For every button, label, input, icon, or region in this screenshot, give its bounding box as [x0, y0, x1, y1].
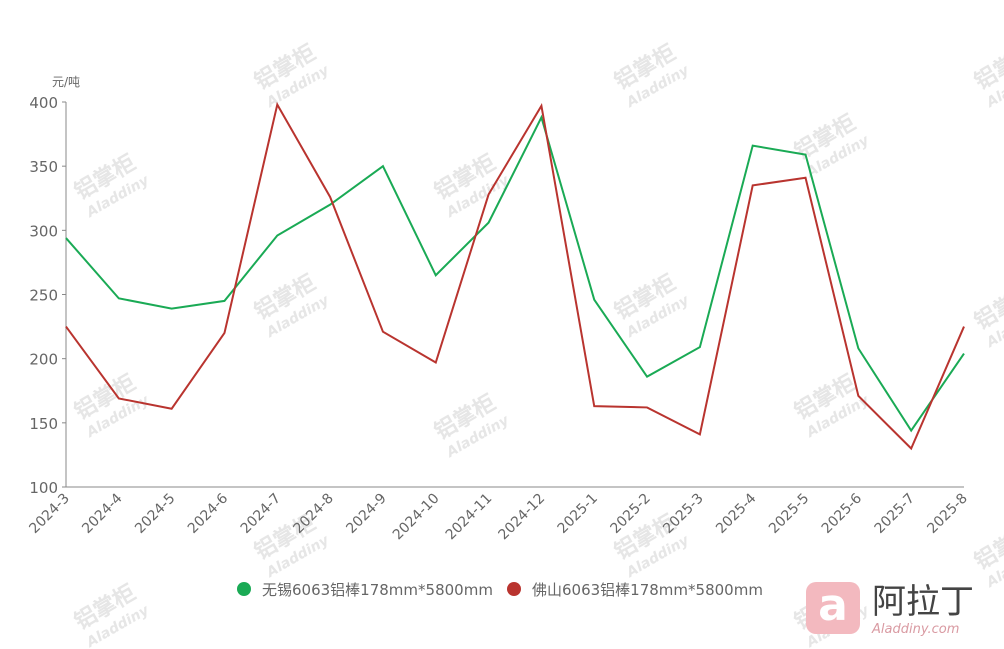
- series-line: [65, 114, 965, 433]
- x-tick-label: 2025-4: [713, 490, 759, 536]
- legend-marker: [507, 582, 521, 596]
- x-tick-label: 2024-12: [496, 491, 549, 544]
- y-tick-label: 250: [29, 287, 58, 305]
- x-tick-label: 2024-6: [185, 490, 231, 536]
- y-tick-label: 100: [29, 479, 58, 497]
- x-tick-label: 2024-9: [343, 491, 389, 537]
- logo-icon: [806, 582, 860, 634]
- x-tick-label: 2024-3: [26, 491, 72, 537]
- y-tick-label: 150: [29, 415, 58, 433]
- x-tick-label: 2025-7: [872, 491, 918, 537]
- y-tick-label: 300: [29, 222, 58, 240]
- y-tick-label: 400: [29, 94, 58, 112]
- logo-letter: a: [818, 580, 848, 631]
- x-tick-label: 2024-5: [132, 491, 178, 537]
- brand-name: 阿拉丁: [872, 583, 974, 621]
- y-tick-label: 350: [29, 158, 58, 176]
- y-tick-label: 200: [29, 351, 58, 369]
- brand-site: Aladdiny.com: [871, 622, 959, 637]
- x-tick-label: 2024-11: [443, 491, 496, 544]
- x-tick-label: 2024-4: [79, 490, 125, 536]
- x-tick-label: 2025-5: [766, 491, 812, 537]
- legend-marker: [237, 582, 251, 596]
- legend-label: 佛山6063铝棒178mm*5800mm: [532, 581, 763, 599]
- x-tick-label: 2025-1: [555, 491, 601, 537]
- series-line: [65, 101, 965, 451]
- legend-label: 无锡6063铝棒178mm*5800mm: [262, 581, 493, 599]
- brand-logo: a 阿拉丁 Aladdiny.com: [806, 580, 974, 637]
- x-tick-label: 2025-8: [924, 491, 970, 537]
- watermark-text: 铝掌柜: [970, 280, 1004, 336]
- x-tick-label: 2024-10: [390, 491, 443, 544]
- x-tick-label: 2025-6: [819, 490, 865, 536]
- watermark-text: 铝掌柜: [970, 520, 1004, 576]
- watermark-text: 铝掌柜: [970, 40, 1004, 96]
- y-unit: 元/吨: [52, 75, 80, 89]
